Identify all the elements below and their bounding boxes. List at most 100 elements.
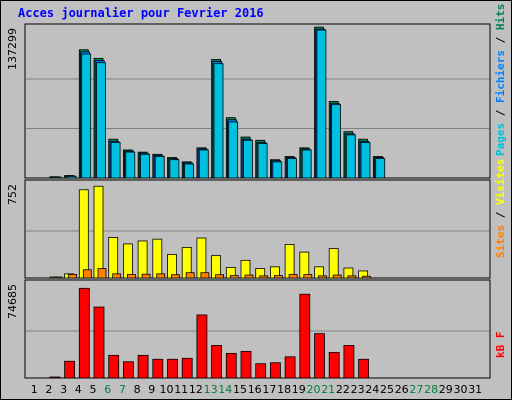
legend-entry: Visites xyxy=(494,159,507,205)
bar-pages-day-23 xyxy=(360,142,371,179)
bar-kbf-day-6 xyxy=(108,354,120,379)
y-max-label: 137299 xyxy=(6,28,19,70)
side-legend-0: Pages / Fichiers / Hits xyxy=(494,4,507,156)
bar-kbf-day-23 xyxy=(358,358,370,379)
bar-visites-day-8 xyxy=(137,240,148,279)
y-max-label: 752 xyxy=(6,184,19,205)
x-tick-label: 5 xyxy=(90,383,97,396)
x-tick-label: 9 xyxy=(148,383,155,396)
x-tick-label: 6 xyxy=(104,383,111,396)
bar-sites-day-11 xyxy=(185,272,195,279)
x-tick-label: 15 xyxy=(233,383,247,396)
bar-visites-day-6 xyxy=(108,237,119,279)
bar-kbf-day-4 xyxy=(78,287,90,379)
bar-kbf-day-9 xyxy=(152,358,164,379)
bar-sites-day-14 xyxy=(229,275,239,279)
x-tick-label: 8 xyxy=(134,383,141,396)
bar-kbf-day-16 xyxy=(255,363,267,379)
bar-pages-day-14 xyxy=(228,121,239,179)
bar-sites-day-17 xyxy=(273,275,283,279)
legend-entry: kB F xyxy=(494,332,507,359)
bar-pages-day-3 xyxy=(66,175,77,179)
bar-pages-day-6 xyxy=(110,142,121,179)
bar-pages-day-17 xyxy=(272,161,283,179)
x-tick-label: 18 xyxy=(277,383,291,396)
bar-pages-day-2 xyxy=(51,176,62,179)
bar-pages-day-4 xyxy=(81,53,92,179)
bar-kbf-day-11 xyxy=(181,357,193,379)
bar-visites-day-12 xyxy=(196,237,207,279)
bar-visites-day-21 xyxy=(328,248,339,279)
bar-kbf-day-2 xyxy=(49,376,61,379)
x-tick-label: 23 xyxy=(351,383,365,396)
side-legend-2: kB F xyxy=(494,332,507,359)
bar-sites-day-15 xyxy=(244,274,254,279)
bar-pages-day-9 xyxy=(154,156,165,179)
bar-kbf-day-20 xyxy=(314,333,325,379)
x-tick-label: 3 xyxy=(60,383,67,396)
legend-entry: / xyxy=(494,103,507,123)
bar-visites-day-7 xyxy=(123,243,133,279)
x-tick-label: 22 xyxy=(336,383,350,396)
x-tick-label: 29 xyxy=(439,383,453,396)
y-max-label: 74685 xyxy=(6,284,19,319)
x-tick-label: 11 xyxy=(174,383,188,396)
bar-pages-day-10 xyxy=(169,159,180,179)
bar-pages-day-18 xyxy=(287,158,297,179)
bar-sites-day-10 xyxy=(171,274,180,279)
bar-kbf-day-10 xyxy=(167,358,178,379)
bar-sites-day-3 xyxy=(68,274,77,279)
bar-pages-day-22 xyxy=(345,134,356,179)
bar-kbf-day-21 xyxy=(328,351,340,379)
legend-entry: Pages xyxy=(494,123,507,156)
x-tick-label: 27 xyxy=(409,383,423,396)
bar-visites-day-9 xyxy=(152,238,163,279)
legend-entry: Sites xyxy=(494,225,507,258)
bar-sites-day-13 xyxy=(215,274,225,279)
x-tick-label: 19 xyxy=(292,383,306,396)
bar-pages-day-12 xyxy=(198,149,209,179)
side-legend-1: Sites / Visites xyxy=(494,159,507,258)
legend-entry: Fichiers xyxy=(494,50,507,103)
legend-entry: / xyxy=(494,30,507,50)
x-tick-label: 13 xyxy=(204,383,218,396)
x-tick-label: 4 xyxy=(75,383,82,396)
x-tick-label: 17 xyxy=(262,383,276,396)
bar-sites-day-2 xyxy=(53,276,63,279)
bar-kbf-day-19 xyxy=(299,293,311,379)
x-tick-label: 16 xyxy=(248,383,262,396)
bar-sites-day-12 xyxy=(200,272,210,279)
legend-entry: Hits xyxy=(494,4,507,31)
bar-sites-day-5 xyxy=(97,268,107,279)
bar-kbf-day-18 xyxy=(284,356,296,379)
bar-kbf-day-12 xyxy=(196,314,208,379)
x-tick-label: 1 xyxy=(31,383,38,396)
bar-pages-day-5 xyxy=(96,62,106,179)
bar-pages-day-7 xyxy=(125,151,136,179)
bar-kbf-day-7 xyxy=(123,361,134,379)
bar-pages-day-21 xyxy=(331,104,342,179)
x-tick-label: 26 xyxy=(395,383,409,396)
bar-pages-day-16 xyxy=(257,143,268,179)
bar-visites-day-4 xyxy=(78,189,89,279)
x-tick-label: 12 xyxy=(189,383,203,396)
legend-entry: / xyxy=(494,205,507,225)
bar-pages-day-20 xyxy=(316,29,327,179)
x-tick-label: 21 xyxy=(321,383,335,396)
bar-pages-day-8 xyxy=(140,153,150,179)
x-tick-label: 31 xyxy=(468,383,482,396)
bar-sites-day-20 xyxy=(318,275,327,279)
bar-pages-day-15 xyxy=(242,139,253,179)
bar-sites-day-18 xyxy=(288,274,298,279)
bar-kbf-day-17 xyxy=(269,362,281,379)
bar-kbf-day-14 xyxy=(225,352,237,379)
bar-kbf-day-3 xyxy=(64,360,75,379)
bar-visites-day-5 xyxy=(93,185,104,279)
x-tick-label: 30 xyxy=(454,383,468,396)
bar-sites-day-9 xyxy=(156,273,166,279)
bar-pages-day-11 xyxy=(184,163,195,179)
bar-sites-day-4 xyxy=(82,269,92,279)
bar-pages-day-24 xyxy=(375,158,386,179)
bar-sites-day-21 xyxy=(332,274,342,279)
